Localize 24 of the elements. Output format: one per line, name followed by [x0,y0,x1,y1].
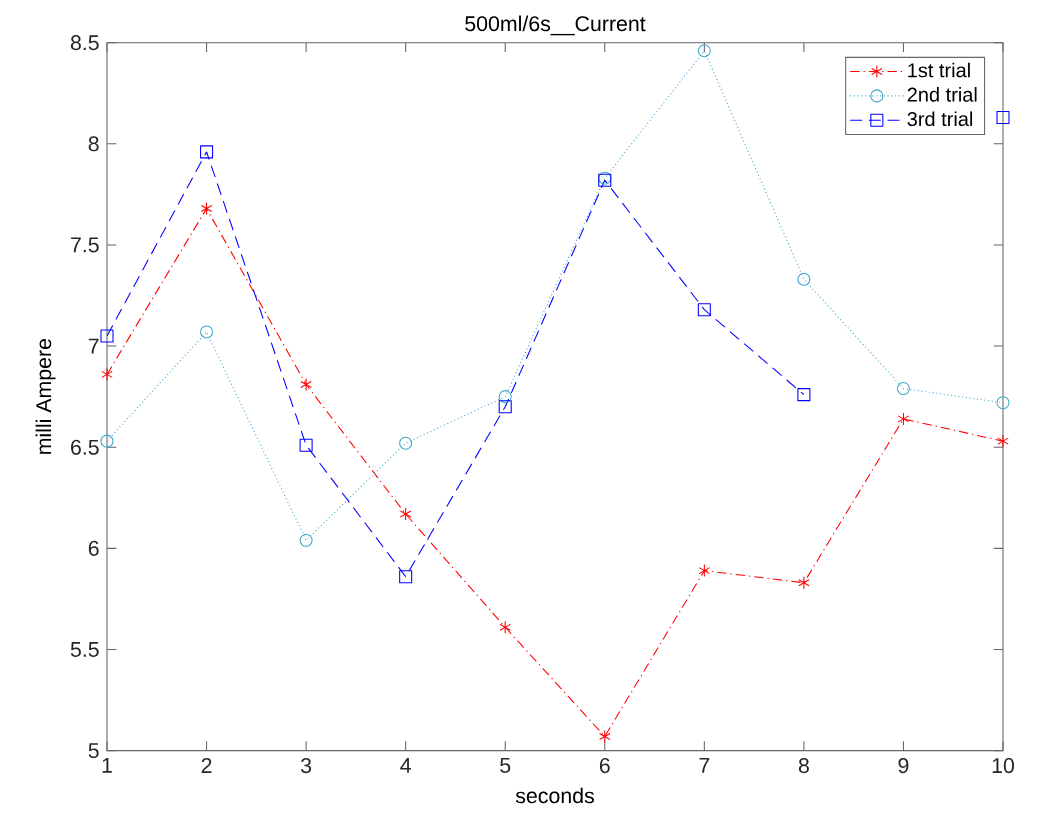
y-tick-label: 8.5 [70,35,99,51]
chart-title: 500ml/6s__Current [465,15,646,36]
y-tick-label: 5.5 [70,642,99,657]
x-tick-label: 10 [992,758,1015,774]
y-axis-title: milli Ampere [35,338,56,454]
x-tick-label: 6 [599,758,610,774]
x-tick-label: 7 [699,758,710,773]
y-tick-label: 7.5 [71,237,99,253]
x-tick-label: 4 [400,758,411,773]
y-tick-label: 8 [88,136,99,152]
x-tick-label: 5 [500,758,511,773]
x-tick-label: 1 [102,758,112,773]
y-tick-label: 6 [88,540,99,556]
legend-label: 1st trial [908,62,970,78]
x-tick-label: 3 [301,758,312,774]
legend-label: 2nd trial [907,87,977,102]
y-tick-label: 7 [88,338,99,354]
y-tick-label: 6.5 [71,439,99,455]
x-axis-title: seconds [515,787,594,804]
x-tick-label: 9 [898,758,909,774]
x-tick-label: 8 [798,758,809,774]
x-tick-label: 2 [201,758,212,773]
legend-label: 3rd trial [907,111,973,127]
y-tick-label: 5 [88,743,99,759]
